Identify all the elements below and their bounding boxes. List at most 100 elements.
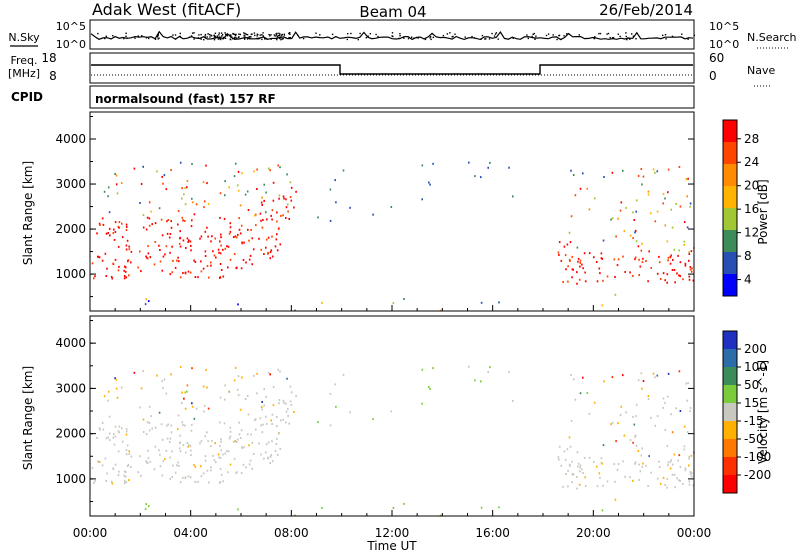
velocity-pixel — [640, 454, 643, 457]
x-tick-label: 12:00 — [375, 526, 410, 540]
velocity-pixel — [234, 366, 237, 369]
power-pixel — [204, 230, 207, 233]
velocity-pixel — [204, 459, 207, 462]
velocity-pixel — [567, 485, 569, 488]
noise-search-point — [112, 35, 114, 37]
power-pixel — [274, 245, 277, 248]
power-pixel — [642, 175, 645, 178]
power-pixel — [162, 255, 165, 258]
power-pixel — [279, 243, 282, 246]
power-pixel — [224, 247, 227, 250]
noise-search-point — [629, 38, 631, 40]
noise-search-point — [280, 37, 282, 39]
power-pixel — [392, 302, 395, 305]
velocity-pixel — [648, 455, 650, 458]
power-pixel — [233, 175, 236, 178]
velocity-pixel — [255, 428, 257, 431]
power-pixel — [558, 241, 561, 244]
velocity-pixel — [285, 410, 288, 413]
velocity-pixel — [432, 367, 434, 370]
velocity-pixel — [634, 461, 637, 464]
velocity-pixel — [200, 465, 202, 468]
power-pixel — [686, 226, 689, 229]
power-pixel — [94, 275, 96, 278]
velocity-pixel — [117, 450, 120, 453]
velocity-pixel — [125, 449, 128, 452]
colorbar-segment — [723, 331, 737, 350]
velocity-pixel — [106, 472, 108, 475]
power-pixel — [101, 259, 104, 262]
velocity-pixel — [578, 483, 581, 486]
power-pixel — [669, 256, 672, 259]
noise-search-point — [545, 34, 548, 37]
noise-search-point — [221, 35, 223, 37]
velocity-pixel — [159, 465, 162, 468]
noise-search-point — [578, 34, 580, 36]
power-pixel — [647, 193, 650, 196]
velocity-pixel — [124, 470, 126, 473]
power-pixel — [145, 298, 147, 301]
power-pixel — [602, 239, 605, 242]
velocity-pixel — [99, 428, 101, 431]
power-pixel — [603, 176, 605, 178]
noise-search-point — [403, 37, 405, 39]
cpid-label: CPID — [11, 90, 43, 104]
power-pixel — [562, 281, 564, 283]
velocity-pixel — [622, 460, 624, 463]
power-pixel — [664, 279, 666, 282]
power-pixel — [619, 209, 622, 212]
power-pixel — [390, 206, 393, 208]
power-pixel — [126, 239, 129, 242]
velocity-pixel — [662, 476, 665, 479]
velocity-pixel — [181, 421, 184, 424]
velocity-pixel — [193, 464, 195, 467]
power-pixel — [632, 211, 634, 214]
power-pixel — [241, 172, 243, 175]
power-pixel — [255, 224, 257, 227]
power-pixel — [220, 269, 223, 271]
power-pixel — [115, 174, 118, 177]
power-pixel — [658, 261, 661, 264]
velocity-pixel — [211, 439, 213, 442]
velocity-pixel — [570, 419, 573, 422]
velocity-pixel — [222, 480, 225, 483]
power-pixel — [229, 230, 232, 233]
power-pixel — [280, 214, 282, 217]
noise-search-point — [357, 38, 359, 41]
noise-search-point — [261, 34, 263, 36]
power-pixel — [583, 252, 586, 255]
power-pixel — [219, 252, 222, 255]
power-pixel — [690, 250, 693, 253]
power-pixel — [625, 206, 627, 209]
power-pixel — [675, 202, 677, 205]
noise-search-point — [283, 34, 286, 36]
velocity-pixel — [619, 414, 622, 417]
power-pixel — [142, 214, 145, 217]
velocity-pixel — [263, 388, 265, 391]
freq-panel-frame — [89, 52, 695, 84]
power-pixel — [614, 293, 617, 296]
power-pixel — [244, 193, 247, 196]
velocity-pixel — [179, 434, 181, 437]
velocity-pixel — [118, 470, 120, 473]
velocity-pixel — [664, 428, 667, 431]
power-pixel — [662, 193, 665, 196]
velocity-pixel — [569, 464, 571, 467]
power-pixel — [99, 224, 101, 226]
velocity-pixel — [686, 431, 689, 433]
velocity-pixel — [179, 450, 182, 453]
power-pixel — [154, 222, 157, 225]
velocity-pixel — [639, 470, 642, 473]
velocity-pixel — [271, 413, 274, 416]
power-pixel — [683, 240, 686, 243]
velocity-pixel — [632, 479, 634, 482]
velocity-pixel — [642, 380, 645, 382]
power-pixel — [596, 280, 599, 283]
velocity-pixel — [269, 373, 271, 376]
velocity-pixel — [582, 376, 584, 379]
power-pixel — [599, 272, 601, 275]
power-pixel — [688, 251, 690, 254]
power-pixel — [269, 169, 271, 172]
velocity-pixel — [278, 399, 281, 401]
velocity-pixel — [614, 480, 616, 483]
